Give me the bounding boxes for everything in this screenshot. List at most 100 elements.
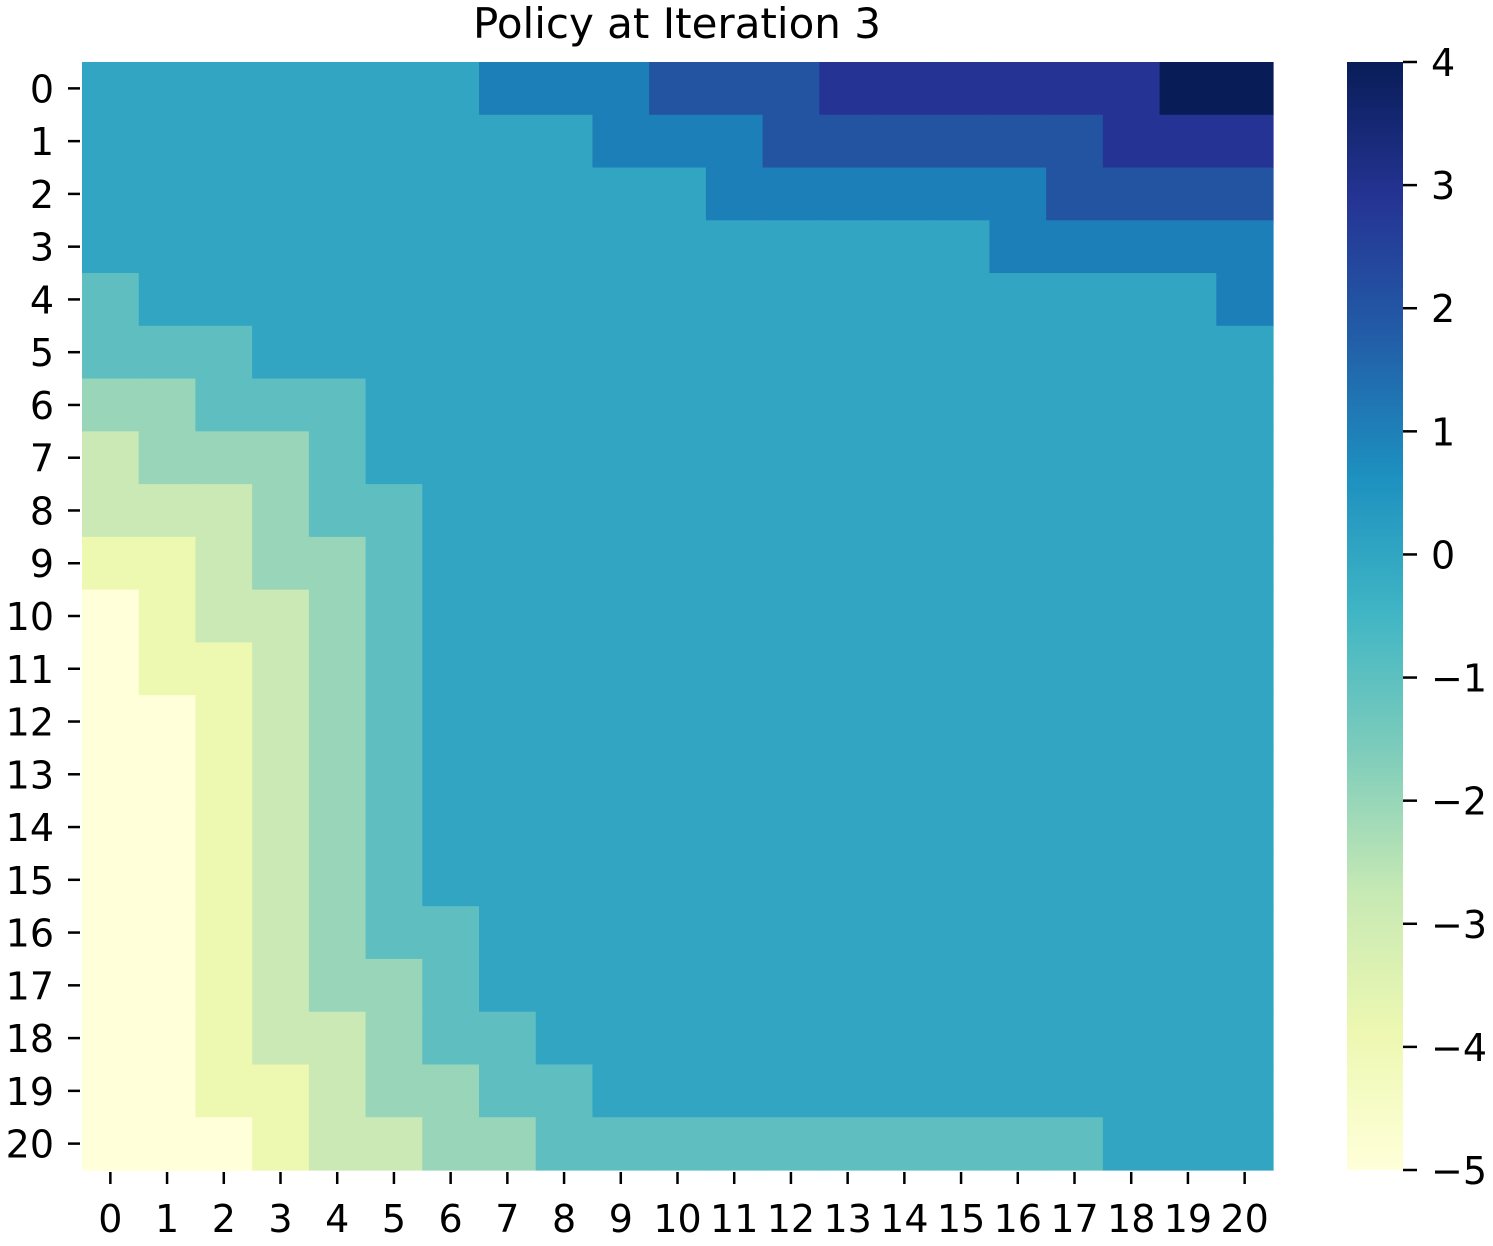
x-tick-label: 13 [823, 1197, 871, 1241]
heatmap-cell [308, 642, 367, 696]
heatmap-cell [592, 853, 650, 907]
heatmap-cell [422, 1117, 480, 1171]
y-tick-label: 4 [30, 278, 54, 322]
heatmap-cell [1159, 1064, 1217, 1118]
heatmap-cell [876, 167, 934, 221]
heatmap-cell [479, 589, 537, 643]
heatmap-cell [422, 695, 480, 749]
heatmap-cell [762, 325, 820, 380]
heatmap-cell [1102, 1011, 1161, 1066]
heatmap-cell [819, 642, 877, 696]
heatmap-cell [762, 536, 820, 591]
heatmap-cell [422, 906, 480, 960]
y-tick-label: 20 [6, 1123, 54, 1167]
heatmap-cell [989, 378, 1047, 432]
heatmap-cell [365, 642, 423, 696]
heatmap-cell [1102, 220, 1161, 274]
y-tick-label: 2 [30, 173, 54, 217]
heatmap-cell [535, 378, 594, 432]
heatmap-cell [932, 484, 991, 538]
x-tick-label: 5 [382, 1197, 406, 1241]
heatmap-cell [195, 853, 253, 907]
heatmap-cell [252, 695, 310, 749]
x-tick-label: 11 [710, 1197, 758, 1241]
heatmap-cell [535, 536, 594, 591]
heatmap-cell [365, 431, 423, 485]
heatmap-cell [195, 114, 253, 169]
heatmap-cell [308, 114, 367, 169]
heatmap-cell [82, 167, 140, 221]
heatmap-cell [762, 431, 820, 485]
heatmap-cell [422, 1064, 480, 1118]
heatmap-cell [252, 747, 310, 802]
y-tick-label: 7 [30, 437, 54, 481]
heatmap-cell [989, 325, 1047, 380]
heatmap-cell [819, 378, 877, 432]
heatmap-cell [876, 747, 934, 802]
heatmap-cell [876, 589, 934, 643]
heatmap-cell [876, 325, 934, 380]
heatmap-cell [535, 1011, 594, 1066]
heatmap-cell [649, 1064, 707, 1118]
heatmap-cell [649, 484, 707, 538]
heatmap-cell [252, 853, 310, 907]
heatmap-cell [705, 536, 764, 591]
heatmap-cell [479, 800, 537, 855]
heatmap-cell [932, 62, 991, 116]
x-tick-label: 15 [937, 1197, 985, 1241]
heatmap-cell [1102, 167, 1161, 221]
heatmap-cell [705, 695, 764, 749]
heatmap-cell [762, 484, 820, 538]
heatmap-cell [1159, 484, 1217, 538]
heatmap-cell [649, 1117, 707, 1171]
heatmap-cell [422, 220, 480, 274]
heatmap-cell [1159, 220, 1217, 274]
y-tick-label: 17 [6, 964, 54, 1008]
heatmap-cell [252, 273, 310, 327]
heatmap-cell [1102, 273, 1161, 327]
heatmap-cell [1046, 1064, 1104, 1118]
heatmap-cell [819, 1117, 877, 1171]
heatmap-cell [535, 273, 594, 327]
x-tick-label: 6 [439, 1197, 463, 1241]
heatmap-cell [876, 62, 934, 116]
heatmap-cell [819, 1064, 877, 1118]
y-tick-label: 5 [30, 331, 54, 375]
heatmap-cell [308, 906, 367, 960]
heatmap-cell [1046, 114, 1104, 169]
colorbar-tick-label: −2 [1431, 780, 1487, 824]
heatmap-cell [365, 220, 423, 274]
heatmap-cell [422, 853, 480, 907]
heatmap-cell [1102, 325, 1161, 380]
heatmap-cell [705, 906, 764, 960]
heatmap-cell [365, 906, 423, 960]
heatmap-cell [989, 431, 1047, 485]
heatmap-cell [876, 958, 934, 1013]
heatmap-cell [762, 642, 820, 696]
heatmap-cell [1216, 853, 1274, 907]
heatmap-cell [138, 853, 197, 907]
heatmap-cell [195, 958, 253, 1013]
heatmap-cell [138, 1011, 197, 1066]
heatmap-cell [762, 695, 820, 749]
heatmap-cell [252, 906, 310, 960]
heatmap-cell [138, 747, 197, 802]
heatmap-cell [138, 220, 197, 274]
colorbar-tick-label: −5 [1431, 1149, 1487, 1193]
heatmap-cell [819, 800, 877, 855]
heatmap-cell [989, 589, 1047, 643]
heatmap-cell [365, 1011, 423, 1066]
x-tick-label: 9 [609, 1197, 633, 1241]
heatmap-cell [1046, 484, 1104, 538]
heatmap-cell [819, 220, 877, 274]
heatmap-cell [138, 800, 197, 855]
heatmap-cell [1046, 1011, 1104, 1066]
y-tick-label: 6 [30, 384, 54, 428]
heatmap-cell [82, 1011, 140, 1066]
heatmap-cell [819, 167, 877, 221]
heatmap-cell [422, 62, 480, 116]
heatmap-cell [819, 431, 877, 485]
heatmap-cell [195, 536, 253, 591]
heatmap-cell [365, 1117, 423, 1171]
heatmap-cell [535, 431, 594, 485]
